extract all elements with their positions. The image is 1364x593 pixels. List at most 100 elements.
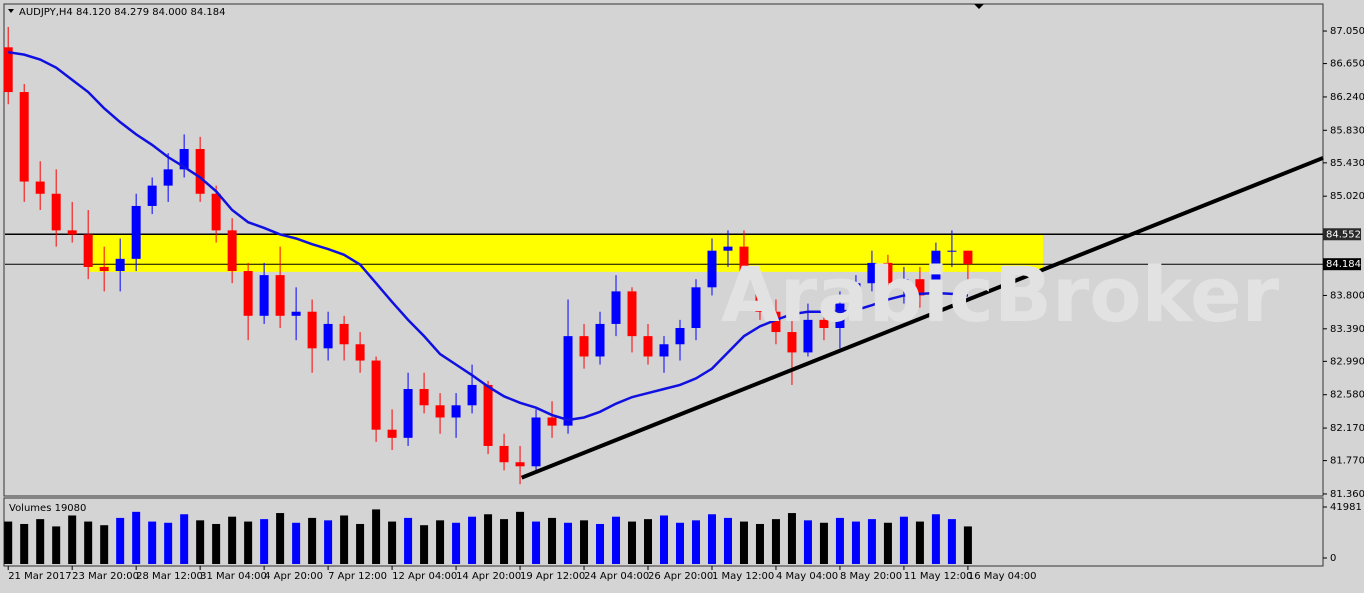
volume-bar: [819, 522, 828, 564]
volume-bar: [100, 525, 109, 564]
candle-body: [931, 250, 941, 296]
volume-bar: [68, 515, 77, 564]
candle-body: [627, 291, 637, 337]
volume-bar: [883, 522, 892, 564]
candle-body: [883, 262, 893, 284]
x-tick-label: 19 Apr 12:00: [520, 571, 585, 582]
candle-body: [291, 311, 301, 316]
volume-bar: [116, 517, 125, 564]
volume-bar: [628, 521, 637, 564]
candle-body: [723, 246, 733, 251]
candle-body: [451, 405, 461, 418]
price-label: 84.184: [1326, 259, 1361, 270]
candle-body: [531, 417, 541, 467]
x-tick-label: 7 Apr 12:00: [328, 571, 387, 582]
candle-body: [195, 149, 205, 194]
x-tick-label: 1 May 12:00: [712, 571, 774, 582]
candle-body: [707, 250, 717, 288]
volume-bar: [516, 511, 525, 564]
candle-body: [307, 311, 317, 349]
candle-body: [403, 389, 413, 438]
volume-bar: [468, 516, 477, 564]
candle-body: [771, 311, 781, 333]
volume-tick-label: 0: [1330, 553, 1336, 564]
volume-bar: [340, 515, 349, 564]
volume-bar: [244, 521, 253, 564]
volume-bar: [612, 516, 621, 564]
volume-bar: [180, 514, 189, 564]
volume-bar: [372, 509, 381, 564]
y-tick-label: 81.770: [1330, 456, 1364, 467]
candle-body: [819, 319, 829, 328]
volume-bar: [500, 519, 509, 564]
candle-body: [579, 336, 589, 357]
volume-bar: [484, 514, 493, 564]
candle-body: [371, 360, 381, 430]
volume-bar: [436, 520, 445, 564]
volume-bar: [787, 513, 796, 564]
candle-body: [387, 429, 397, 438]
volume-tick-label: 41981: [1330, 502, 1362, 513]
candle-body: [19, 92, 29, 182]
y-tick-label: 85.830: [1330, 125, 1364, 136]
price-label-box: [1323, 228, 1361, 241]
volume-bar: [324, 520, 333, 564]
volume-bar: [164, 522, 173, 564]
volume-bar: [564, 522, 573, 564]
candle-body: [259, 275, 269, 316]
candle-body: [595, 323, 605, 357]
candle-body: [787, 332, 797, 353]
candle-body: [419, 389, 429, 406]
volume-bar: [260, 519, 269, 564]
volume-bar: [532, 521, 541, 564]
y-tick-label: 83.390: [1330, 324, 1364, 335]
x-tick-label: 23 Mar 20:00: [72, 571, 139, 582]
y-tick-label: 85.020: [1330, 191, 1364, 202]
candle-body: [323, 323, 333, 349]
volume-bar: [915, 521, 924, 564]
x-tick-label: 11 May 12:00: [904, 571, 973, 582]
volume-bar: [20, 523, 29, 564]
candle-body: [3, 47, 13, 93]
candle-body: [115, 258, 125, 272]
volume-bar: [580, 520, 589, 564]
x-tick-label: 24 Apr 04:00: [584, 571, 649, 582]
volume-bar: [132, 511, 141, 564]
y-tick-label: 81.360: [1330, 489, 1364, 500]
candle-body: [563, 336, 573, 426]
candle-body: [227, 230, 237, 272]
volume-bar: [148, 521, 157, 564]
y-tick-label: 83.800: [1330, 290, 1364, 301]
x-tick-label: 26 Apr 20:00: [648, 571, 713, 582]
candle-body: [755, 283, 765, 312]
volume-bar: [867, 519, 876, 564]
volume-bar: [36, 519, 45, 564]
candle-body: [67, 230, 77, 235]
volume-bar: [835, 517, 844, 564]
volume-bar: [660, 515, 668, 564]
candle-body: [739, 246, 749, 284]
volume-title: Volumes 19080: [9, 503, 86, 514]
volume-bar: [931, 514, 940, 564]
candle-body: [483, 384, 493, 446]
trendline: [520, 156, 1324, 480]
volume-bar: [452, 522, 461, 564]
x-tick-label: 14 Apr 20:00: [456, 571, 521, 582]
volume-bar: [963, 526, 972, 564]
volume-bar: [851, 521, 860, 564]
candle-body: [179, 149, 189, 170]
candle-body: [947, 250, 957, 252]
candle-body: [51, 193, 61, 231]
candle-body: [243, 271, 253, 316]
candle-body: [275, 275, 285, 316]
volume-bar: [723, 517, 732, 564]
candle-body: [99, 266, 109, 272]
price-label: 84.552: [1326, 229, 1361, 240]
candle-body: [611, 291, 621, 324]
volume-bar: [739, 521, 748, 564]
candle-body: [691, 287, 701, 328]
volume-bar: [84, 521, 93, 564]
candle-body: [963, 250, 973, 265]
x-tick-label: 12 Apr 04:00: [392, 571, 457, 582]
volume-bar: [212, 523, 221, 564]
